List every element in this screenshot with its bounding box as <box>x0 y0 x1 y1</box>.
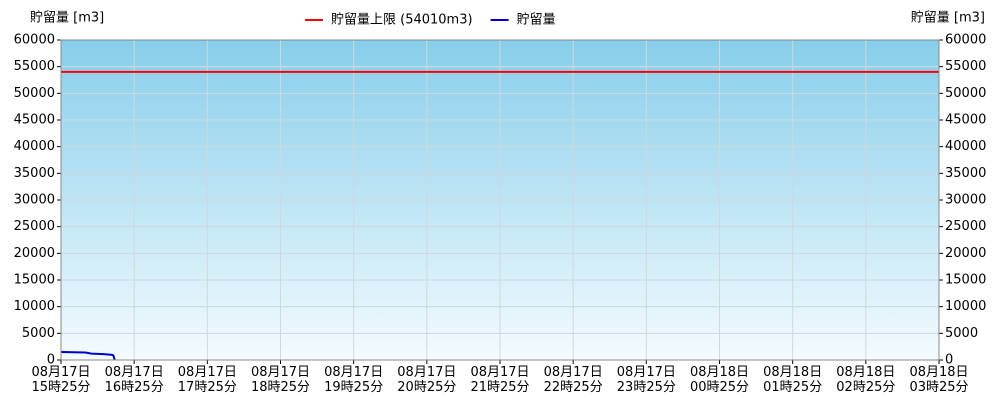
y2-tick-label: 55000 <box>945 59 986 74</box>
y-tick-label: 40000 <box>14 139 55 154</box>
x-tick-label: 08月17日 21時25分 <box>470 365 529 395</box>
grid <box>60 39 940 361</box>
y2-tick-label: 40000 <box>945 139 986 154</box>
y2-tick-label: 0 <box>945 353 953 368</box>
y2-axis-title: 貯留量 [m3] <box>911 11 985 26</box>
x-tick-label: 08月18日 03時25分 <box>909 365 968 395</box>
y-tick-label: 20000 <box>14 246 55 261</box>
y2-tick-label: 5000 <box>945 326 978 341</box>
y-tick-label: 35000 <box>14 166 55 181</box>
y2-tick-label: 45000 <box>945 113 986 128</box>
legend-label: 貯留量 <box>517 13 556 28</box>
series-line <box>60 351 116 361</box>
x-tick-label: 08月17日 20時25分 <box>397 365 456 395</box>
x-tick-label: 08月17日 16時25分 <box>105 365 164 395</box>
y-tick-label: 10000 <box>14 299 55 314</box>
y2-tick-label: 20000 <box>945 246 986 261</box>
y-tick-label: 0 <box>47 353 55 368</box>
x-tick-label: 08月17日 23時25分 <box>617 365 676 395</box>
y-tick-label: 55000 <box>14 59 55 74</box>
x-tick-label: 08月18日 01時25分 <box>763 365 822 395</box>
x-tick-label: 08月18日 00時25分 <box>690 365 749 395</box>
y2-tick-label: 15000 <box>945 273 986 288</box>
plot-frame <box>60 39 940 361</box>
y2-tick-label: 30000 <box>945 193 986 208</box>
y2-tick-label: 25000 <box>945 219 986 234</box>
y-tick-label: 60000 <box>14 33 55 48</box>
x-tick-label: 08月17日 19時25分 <box>324 365 383 395</box>
y-tick-label: 45000 <box>14 113 55 128</box>
x-tick-label: 08月17日 15時25分 <box>31 365 90 395</box>
y-tick-label: 15000 <box>14 273 55 288</box>
y2-tick-label: 50000 <box>945 86 986 101</box>
y-axis-title: 貯留量 [m3] <box>30 11 104 26</box>
legend-label: 貯留量上限 (54010m3) <box>331 13 473 28</box>
x-tick-label: 08月17日 18時25分 <box>251 365 310 395</box>
x-tick-label: 08月17日 17時25分 <box>178 365 237 395</box>
y-tick-label: 25000 <box>14 219 55 234</box>
y2-tick-label: 35000 <box>945 166 986 181</box>
x-tick-label: 08月18日 02時25分 <box>836 365 895 395</box>
legend: 貯留量上限 (54010m3) 貯留量 <box>305 13 556 28</box>
marks <box>60 70 939 361</box>
axes: 0 5000 10000 15000 20000 25000 30000 35000 40000… <box>14 33 987 395</box>
y-tick-label: 5000 <box>22 326 55 341</box>
y2-tick-label: 10000 <box>945 299 986 314</box>
y-tick-label: 30000 <box>14 193 55 208</box>
y-tick-label: 50000 <box>14 86 55 101</box>
y2-tick-label: 60000 <box>945 33 986 48</box>
x-tick-label: 08月17日 22時25分 <box>544 365 603 395</box>
